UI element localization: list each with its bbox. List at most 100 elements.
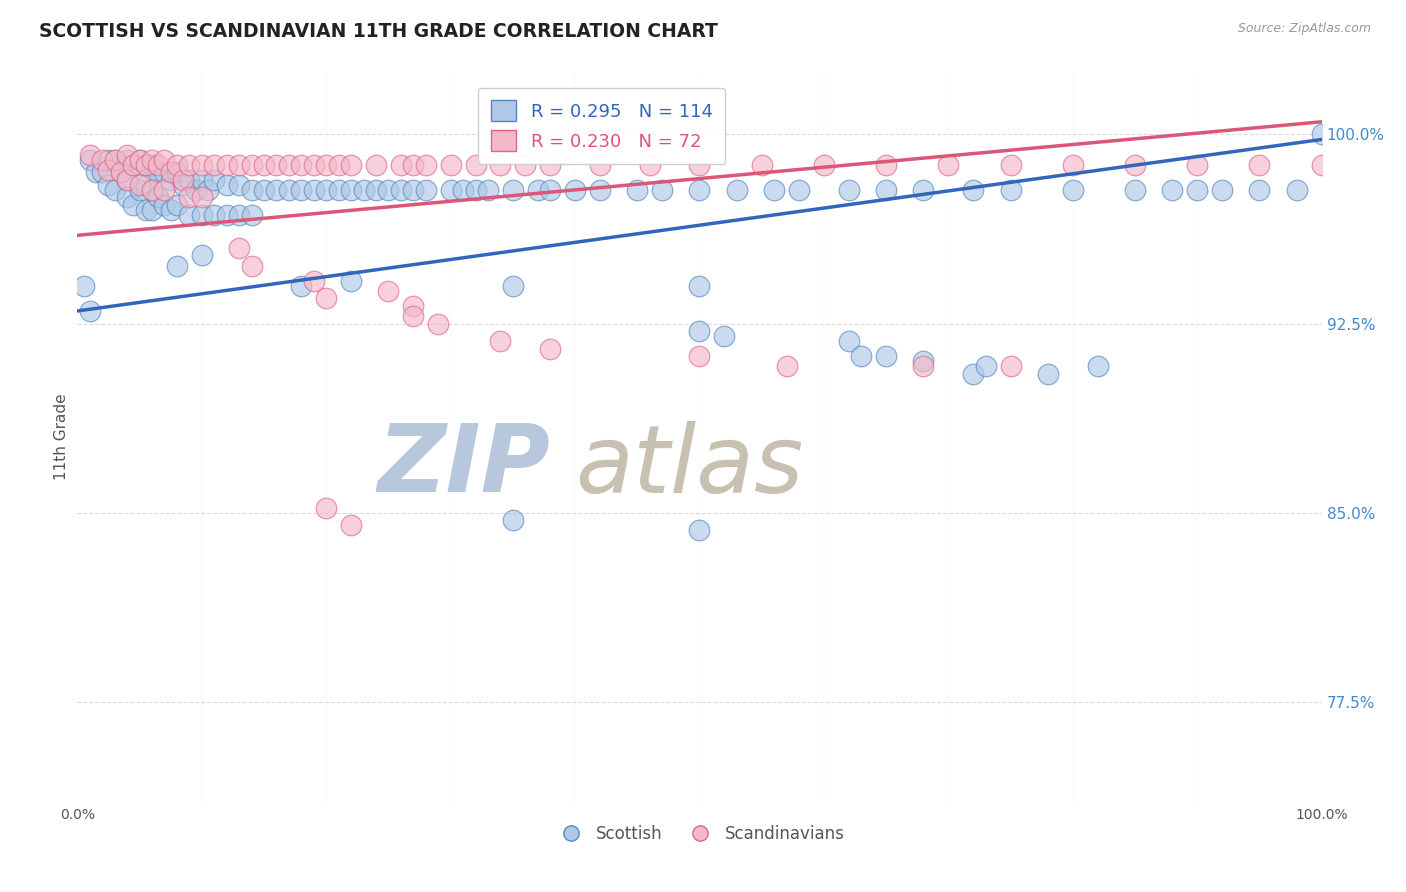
Point — [202, 208, 225, 222]
Point — [79, 304, 101, 318]
Point — [689, 324, 711, 338]
Point — [104, 183, 127, 197]
Point — [215, 208, 238, 222]
Point — [266, 183, 288, 197]
Point — [240, 259, 263, 273]
Point — [172, 178, 194, 192]
Point — [1062, 158, 1084, 172]
Y-axis label: 11th Grade: 11th Grade — [53, 393, 69, 481]
Point — [141, 158, 163, 172]
Point — [1310, 158, 1333, 172]
Point — [1310, 128, 1333, 142]
Point — [166, 259, 188, 273]
Point — [179, 158, 201, 172]
Point — [340, 158, 363, 172]
Point — [564, 183, 586, 197]
Point — [104, 153, 127, 167]
Point — [725, 183, 748, 197]
Point — [84, 165, 107, 179]
Point — [415, 158, 437, 172]
Point — [215, 178, 238, 192]
Point — [1249, 158, 1271, 172]
Point — [315, 500, 337, 515]
Point — [240, 158, 263, 172]
Point — [135, 158, 157, 172]
Point — [340, 274, 363, 288]
Point — [464, 183, 486, 197]
Point — [179, 190, 201, 204]
Point — [974, 359, 997, 374]
Point — [141, 183, 163, 197]
Point — [1249, 183, 1271, 197]
Point — [122, 158, 145, 172]
Point — [202, 173, 225, 187]
Point — [277, 158, 299, 172]
Point — [253, 183, 276, 197]
Point — [912, 354, 935, 368]
Point — [689, 158, 711, 172]
Point — [689, 350, 711, 364]
Point — [489, 334, 512, 349]
Text: SCOTTISH VS SCANDINAVIAN 11TH GRADE CORRELATION CHART: SCOTTISH VS SCANDINAVIAN 11TH GRADE CORR… — [39, 22, 718, 41]
Point — [228, 178, 250, 192]
Point — [153, 183, 176, 197]
Point — [104, 153, 127, 167]
Point — [427, 317, 450, 331]
Point — [302, 274, 325, 288]
Point — [1000, 359, 1022, 374]
Point — [115, 190, 138, 204]
Point — [1087, 359, 1109, 374]
Point — [97, 178, 120, 192]
Point — [439, 183, 461, 197]
Point — [191, 190, 214, 204]
Point — [439, 158, 461, 172]
Point — [340, 183, 363, 197]
Point — [135, 158, 157, 172]
Point — [377, 183, 399, 197]
Point — [110, 165, 132, 179]
Legend: Scottish, Scandinavians: Scottish, Scandinavians — [548, 818, 851, 849]
Point — [875, 350, 897, 364]
Point — [340, 518, 363, 533]
Text: ZIP: ZIP — [377, 420, 550, 512]
Point — [451, 183, 474, 197]
Point — [141, 183, 163, 197]
Point — [184, 183, 207, 197]
Point — [689, 183, 711, 197]
Point — [775, 359, 797, 374]
Point — [328, 158, 350, 172]
Point — [115, 173, 138, 187]
Point — [290, 183, 312, 197]
Point — [153, 153, 176, 167]
Point — [290, 278, 312, 293]
Point — [936, 158, 959, 172]
Point — [110, 165, 132, 179]
Point — [851, 350, 873, 364]
Point — [228, 158, 250, 172]
Point — [197, 183, 219, 197]
Point — [962, 367, 984, 381]
Point — [72, 278, 94, 293]
Point — [97, 162, 120, 177]
Point — [402, 299, 425, 313]
Point — [148, 165, 170, 179]
Point — [538, 342, 561, 356]
Point — [215, 158, 238, 172]
Point — [912, 359, 935, 374]
Point — [838, 334, 860, 349]
Point — [763, 183, 786, 197]
Point — [153, 198, 176, 212]
Point — [515, 158, 537, 172]
Point — [689, 524, 711, 538]
Point — [875, 158, 897, 172]
Point — [626, 183, 648, 197]
Point — [1123, 183, 1146, 197]
Point — [290, 158, 312, 172]
Point — [115, 147, 138, 161]
Point — [91, 165, 114, 179]
Point — [128, 183, 150, 197]
Point — [328, 183, 350, 197]
Point — [1211, 183, 1233, 197]
Point — [353, 183, 375, 197]
Point — [253, 158, 276, 172]
